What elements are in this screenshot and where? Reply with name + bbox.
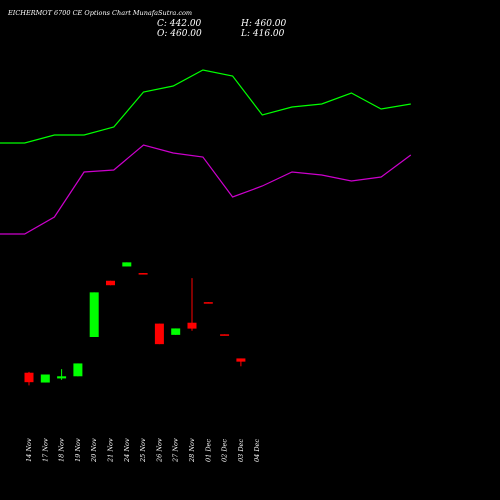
x-tick-label: 20 Nov: [90, 438, 98, 463]
candle-body: [57, 376, 67, 379]
x-tick-label: 19 Nov: [74, 438, 82, 462]
candle-body: [236, 358, 246, 362]
candle: [236, 358, 246, 367]
candle: [138, 273, 148, 275]
x-tick-label: 21 Nov: [107, 438, 115, 463]
candles: [24, 262, 246, 386]
candle-body: [106, 280, 115, 286]
candle-body: [89, 292, 99, 337]
candle-body: [73, 363, 83, 377]
x-tick-label: 26 Nov: [155, 438, 163, 463]
candle: [73, 363, 83, 377]
candle: [154, 323, 164, 345]
candle: [220, 334, 230, 336]
candle: [203, 302, 213, 304]
candle: [187, 278, 197, 331]
x-tick-label: 04 Dec: [253, 439, 261, 462]
low-price-readout: L: 416.00: [241, 29, 285, 39]
candle: [106, 280, 115, 286]
candle: [40, 374, 50, 383]
x-tick-label: 01 Dec: [204, 439, 212, 462]
x-tick-label: 17 Nov: [41, 438, 49, 462]
indicator-lines: [0, 69, 412, 235]
candle: [24, 371, 34, 386]
x-tick-label: 14 Nov: [25, 438, 33, 462]
upper-indicator-line: [0, 69, 411, 144]
candle-body: [154, 323, 164, 345]
candle-body: [220, 334, 230, 336]
x-tick-label: 24 Nov: [123, 438, 131, 463]
open-price-readout: O: 460.00: [157, 29, 202, 39]
x-tick-label: 03 Dec: [237, 439, 245, 462]
candle: [171, 328, 181, 335]
candle-body: [138, 273, 148, 275]
x-tick-label: 28 Nov: [188, 438, 196, 463]
candle: [122, 262, 132, 267]
x-tick-label: 18 Nov: [58, 438, 66, 462]
candle: [89, 292, 99, 337]
candle-body: [40, 374, 50, 383]
candle-body: [187, 322, 197, 329]
x-tick-label: 02 Dec: [221, 439, 229, 462]
lower-indicator-line: [0, 144, 412, 235]
close-price-readout: C: 442.00: [157, 19, 202, 29]
candle-body: [203, 302, 213, 304]
x-tick-label: 27 Nov: [172, 438, 180, 463]
candle: [57, 369, 67, 380]
high-price-readout: H: 460.00: [241, 19, 287, 29]
candle-body: [24, 372, 34, 383]
candle-body: [122, 262, 132, 267]
chart-title: EICHERMOT 6700 CE Options Chart MunafaSu…: [8, 9, 193, 17]
x-tick-label: 25 Nov: [139, 438, 147, 463]
candle-body: [171, 328, 181, 335]
x-axis-labels: 14 Nov 17 Nov 18 Nov 19 Nov 20 Nov 21 Nov 24 N…: [25, 438, 261, 463]
